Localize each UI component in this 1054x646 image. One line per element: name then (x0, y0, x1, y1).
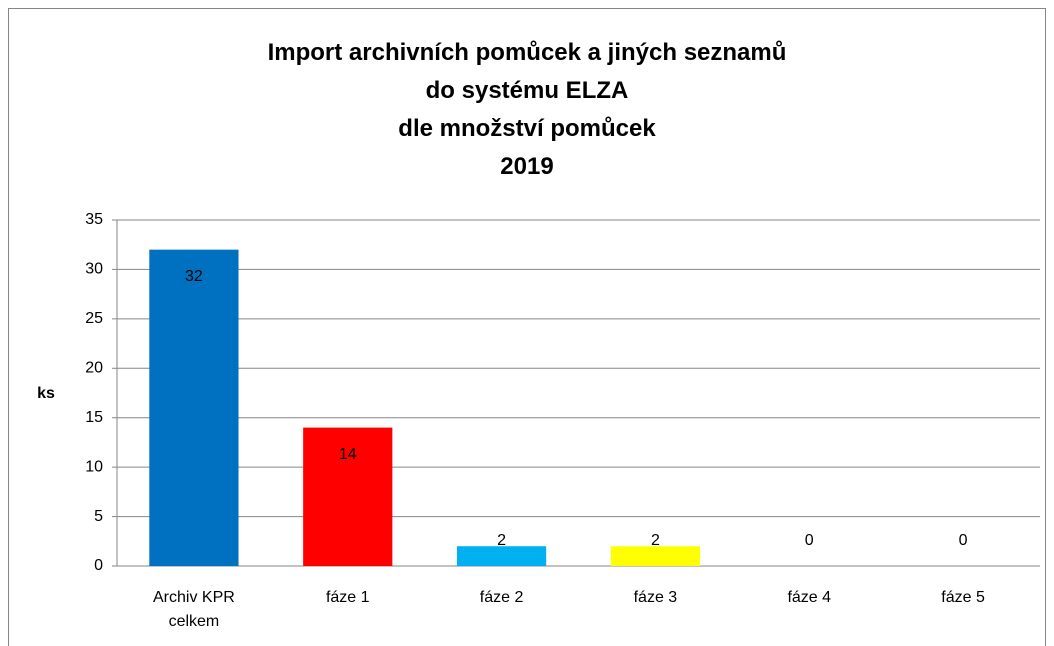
data-label: 0 (959, 532, 968, 549)
y-tick-label: 20 (85, 360, 103, 377)
chart-frame (8, 8, 1046, 646)
data-label: 2 (497, 532, 506, 549)
data-label: 14 (339, 446, 357, 463)
y-tick-label: 15 (85, 409, 103, 426)
x-tick-label: fáze 1 (325, 589, 370, 606)
x-tick-label: fáze 4 (787, 589, 832, 606)
bar (303, 427, 393, 566)
x-tick-label: fáze 5 (941, 589, 985, 606)
data-label: 0 (805, 532, 814, 549)
y-tick-label: 0 (94, 557, 103, 574)
y-tick-label: 10 (85, 458, 103, 475)
x-tick-label: Archiv KPR celkem (153, 589, 235, 630)
x-tick-label: fáze 3 (633, 589, 678, 606)
bar (456, 546, 547, 566)
y-tick-label: 30 (85, 261, 103, 278)
x-tick-label: fáze 2 (479, 589, 524, 606)
bar (149, 249, 239, 566)
data-label: 32 (185, 268, 203, 285)
chart-title: Import archivních pomůcek a jiných sezna… (267, 39, 787, 180)
y-tick-label: 25 (85, 310, 103, 327)
data-label: 2 (651, 532, 660, 549)
y-axis-label: ks (37, 385, 55, 402)
y-tick-label: 5 (94, 508, 103, 525)
y-tick-label: 35 (85, 211, 103, 228)
bar (610, 546, 701, 566)
